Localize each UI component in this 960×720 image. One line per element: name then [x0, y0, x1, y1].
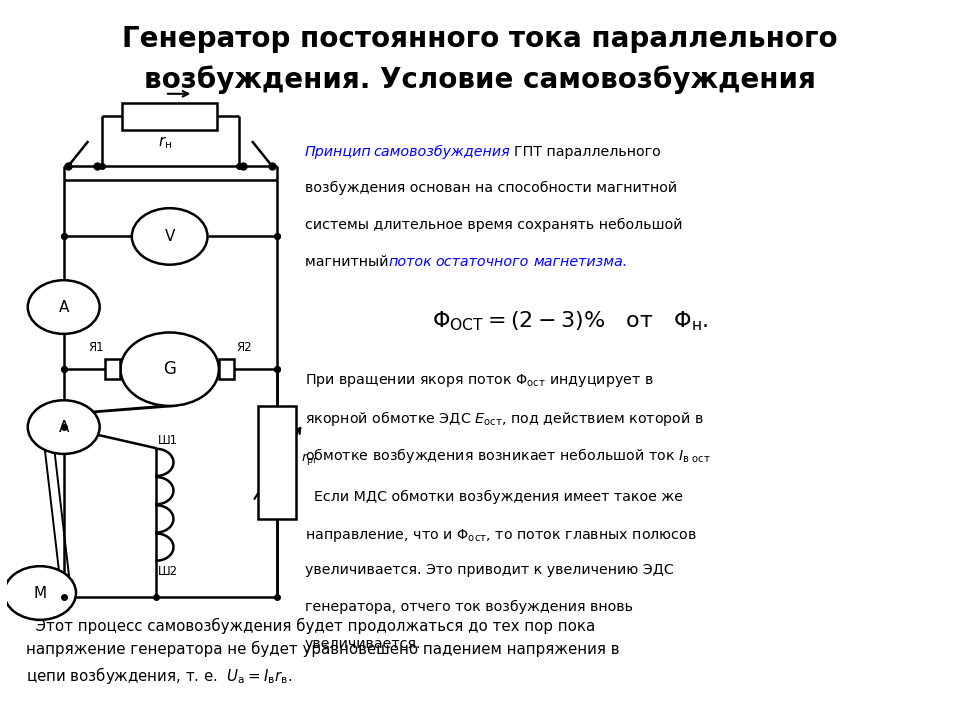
Ellipse shape [120, 333, 219, 406]
Text: магнитный: магнитный [305, 255, 393, 269]
Text: увеличивается. Это приводит к увеличению ЭДС: увеличивается. Это приводит к увеличению… [305, 563, 674, 577]
Bar [219, 359, 234, 379]
Text: самовозбуждения: самовозбуждения [373, 145, 510, 158]
Text: увеличивается.: увеличивается. [305, 636, 421, 651]
Text: Ш2: Ш2 [158, 564, 179, 577]
Bar [122, 103, 217, 130]
Text: $r_{\rm рг}$: $r_{\rm рг}$ [301, 451, 319, 467]
Text: Если МДС обмотки возбуждения имеет такое же: Если МДС обмотки возбуждения имеет такое… [305, 490, 683, 504]
Text: обмотке возбуждения возникает небольшой ток $I_{\rm в\ ост}$: обмотке возбуждения возникает небольшой … [305, 446, 710, 464]
Text: Ш1: Ш1 [158, 434, 179, 447]
Text: V: V [164, 229, 175, 244]
Text: возбуждения основан на способности магнитной: возбуждения основан на способности магни… [305, 181, 677, 195]
Text: поток: поток [388, 255, 432, 269]
Text: направление, что и $\Phi_{\rm ост}$, то поток главных полюсов: направление, что и $\Phi_{\rm ост}$, то … [305, 526, 697, 544]
Text: Этот процесс самовозбуждения будет продолжаться до тех пор пока
напряжение генер: Этот процесс самовозбуждения будет продо… [26, 618, 619, 685]
Text: M: M [34, 585, 47, 600]
Text: Принцип: Принцип [305, 145, 372, 158]
Text: возбуждения. Условие самовозбуждения: возбуждения. Условие самовозбуждения [144, 66, 816, 94]
Text: $\Phi_{\rm ОСТ} = (2-3)\%$   от   $\Phi_{\rm н}.$: $\Phi_{\rm ОСТ} = (2-3)\%$ от $\Phi_{\rm… [432, 310, 708, 333]
Text: магнетизма.: магнетизма. [533, 255, 627, 269]
Text: При вращении якоря поток $\Phi_{\rm ост}$ индуцирует в: При вращении якоря поток $\Phi_{\rm ост}… [305, 372, 654, 390]
Bar [106, 359, 120, 379]
Text: генератора, отчего ток возбуждения вновь: генератора, отчего ток возбуждения вновь [305, 600, 633, 614]
Text: $r_{\rm н}$: $r_{\rm н}$ [157, 134, 172, 150]
Text: A: A [59, 300, 69, 315]
Text: Я2: Я2 [236, 341, 252, 354]
Text: остаточного: остаточного [436, 255, 529, 269]
Bar [257, 406, 296, 519]
Text: системы длительное время сохранять небольшой: системы длительное время сохранять небол… [305, 218, 683, 232]
Text: G: G [163, 360, 176, 378]
Text: Я1: Я1 [87, 341, 104, 354]
Ellipse shape [28, 280, 100, 334]
Ellipse shape [132, 208, 207, 265]
Ellipse shape [4, 566, 76, 620]
Text: Генератор постоянного тока параллельного: Генератор постоянного тока параллельного [122, 24, 838, 53]
Ellipse shape [28, 400, 100, 454]
Text: якорной обмотке ЭДС $E_{\rm ост}$, под действием которой в: якорной обмотке ЭДС $E_{\rm ост}$, под д… [305, 409, 704, 428]
Text: A: A [59, 420, 69, 435]
Text: ГПТ параллельного: ГПТ параллельного [514, 145, 660, 158]
